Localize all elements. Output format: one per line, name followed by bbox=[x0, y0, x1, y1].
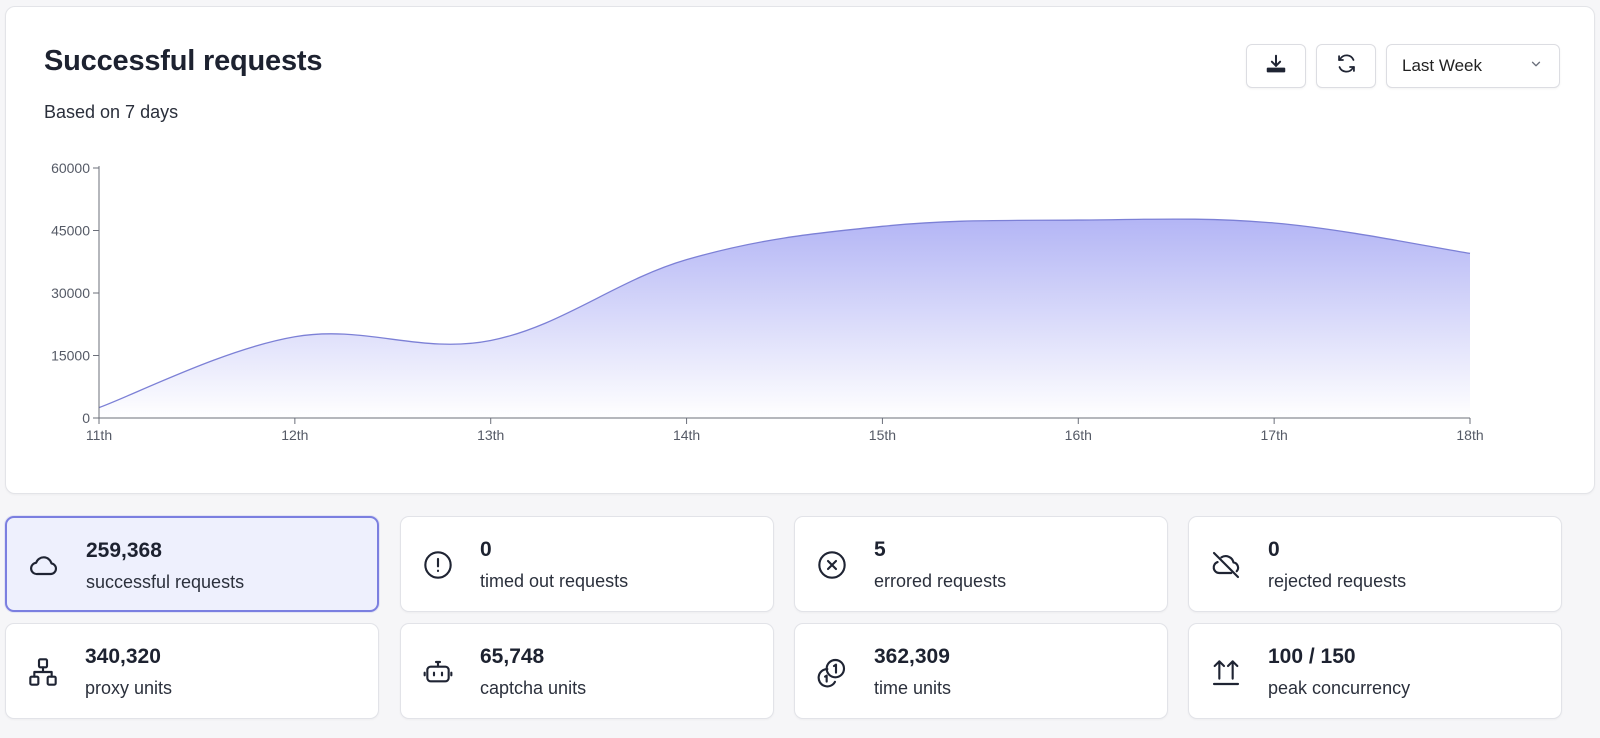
download-button[interactable] bbox=[1246, 44, 1306, 88]
stat-card-errored-requests[interactable]: 5 errored requests bbox=[794, 516, 1168, 612]
stat-card-peak-concurrency[interactable]: 100 / 150 peak concurrency bbox=[1188, 623, 1562, 719]
y-tick-label: 0 bbox=[82, 410, 90, 426]
network-icon bbox=[25, 654, 61, 690]
date-range-value: Last Week bbox=[1402, 56, 1483, 75]
x-tick-label: 17th bbox=[1261, 427, 1288, 443]
stat-value: 259,368 bbox=[86, 539, 162, 562]
x-tick-label: 14th bbox=[673, 427, 700, 443]
stat-card-timed-out-requests[interactable]: 0 timed out requests bbox=[400, 516, 774, 612]
stat-value: 362,309 bbox=[874, 645, 950, 668]
date-range-select[interactable]: Last Week bbox=[1386, 44, 1560, 88]
stat-label: successful requests bbox=[86, 572, 245, 592]
chart-toolbar: Last Week bbox=[1246, 44, 1560, 88]
chevron-down-icon bbox=[1529, 56, 1543, 76]
stat-label: time units bbox=[874, 678, 952, 698]
stat-value: 340,320 bbox=[85, 645, 161, 668]
stat-label: timed out requests bbox=[480, 571, 629, 591]
chart-card: Successful requests Based on 7 days Last… bbox=[5, 6, 1595, 494]
y-tick-label: 45000 bbox=[51, 223, 90, 239]
stat-label: rejected requests bbox=[1268, 571, 1407, 591]
stat-label: peak concurrency bbox=[1268, 678, 1411, 698]
stat-value: 5 bbox=[874, 538, 886, 561]
y-tick-label: 30000 bbox=[51, 285, 90, 301]
series-line bbox=[98, 218, 1471, 409]
stat-card-time-units[interactable]: 362,309 time units bbox=[794, 623, 1168, 719]
stat-label: errored requests bbox=[874, 571, 1007, 591]
chart-subtitle: Based on 7 days bbox=[44, 102, 179, 122]
stat-label: captcha units bbox=[480, 678, 587, 698]
chart-title: Successful requests bbox=[44, 45, 323, 77]
x-tick-label: 15th bbox=[869, 427, 896, 443]
stat-card-successful-requests[interactable]: 259,368 successful requests bbox=[5, 516, 379, 612]
x-tick-label: 11th bbox=[86, 427, 112, 443]
refresh-button[interactable] bbox=[1316, 44, 1376, 88]
y-tick-label: 60000 bbox=[51, 160, 90, 176]
x-tick-label: 13th bbox=[477, 427, 504, 443]
coins-icon bbox=[814, 654, 850, 690]
x-circle-icon bbox=[814, 547, 850, 583]
x-tick-label: 16th bbox=[1065, 427, 1092, 443]
refresh-icon bbox=[1336, 53, 1357, 79]
arrows-up-icon bbox=[1208, 654, 1244, 690]
cloud-off-icon bbox=[1208, 547, 1244, 583]
area-fill bbox=[99, 219, 1470, 418]
alert-circle-icon bbox=[420, 547, 456, 583]
cloud-icon bbox=[26, 548, 62, 584]
stat-card-captcha-units[interactable]: 65,748 captcha units bbox=[400, 623, 774, 719]
stat-label: proxy units bbox=[85, 678, 173, 698]
stat-card-proxy-units[interactable]: 340,320 proxy units bbox=[5, 623, 379, 719]
bot-icon bbox=[420, 654, 456, 690]
stat-value: 100 / 150 bbox=[1268, 645, 1356, 668]
stat-value: 65,748 bbox=[480, 645, 545, 668]
x-tick-label: 12th bbox=[281, 427, 308, 443]
y-tick-label: 15000 bbox=[51, 348, 90, 364]
stat-value: 0 bbox=[1268, 538, 1280, 561]
x-tick-label: 18th bbox=[1456, 427, 1483, 443]
stat-value: 0 bbox=[480, 538, 492, 561]
download-icon bbox=[1265, 53, 1287, 80]
stat-card-rejected-requests[interactable]: 0 rejected requests bbox=[1188, 516, 1562, 612]
